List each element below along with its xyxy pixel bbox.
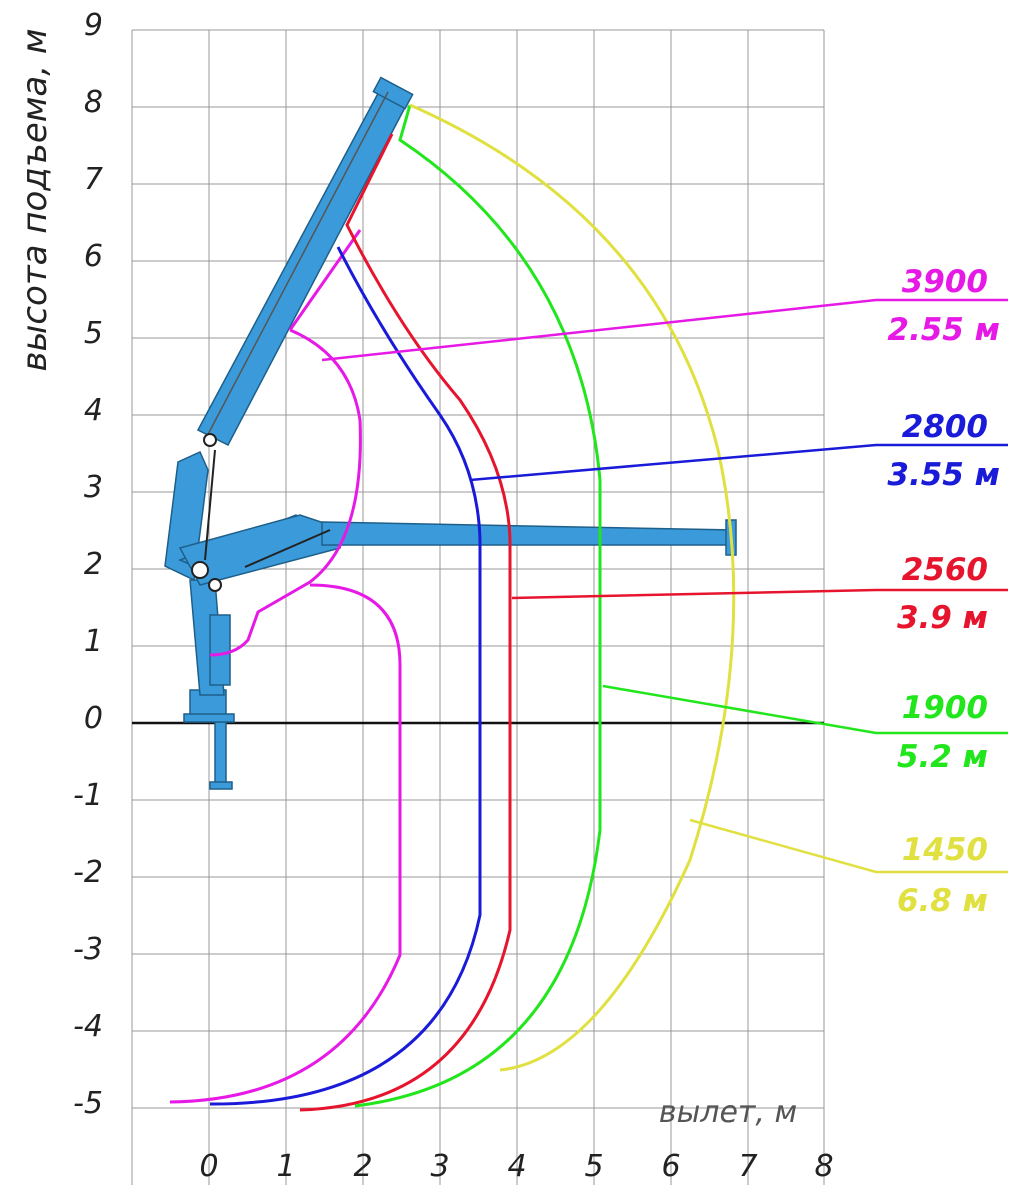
y-tick: 0 <box>84 701 103 736</box>
x-tick-labels: 0 1 2 3 4 5 6 7 8 <box>199 1149 833 1184</box>
y-tick: -4 <box>73 1009 103 1044</box>
pivot-joint <box>191 561 209 579</box>
x-tick: 6 <box>661 1149 680 1184</box>
pivot-joint <box>203 433 217 447</box>
y-tick: 8 <box>84 85 103 120</box>
envelope-3900 <box>169 229 402 1104</box>
y-tick: 7 <box>84 162 103 197</box>
leader-line-2800 <box>469 443 1008 482</box>
load-label-3900: 3900 <box>902 264 988 300</box>
reach-label-2.55: 2.55 м <box>887 312 1000 348</box>
x-tick: 3 <box>430 1149 449 1184</box>
leader-line-1900 <box>602 684 1008 735</box>
y-tick: -1 <box>73 778 103 813</box>
x-tick: 7 <box>738 1149 757 1184</box>
horizontal-boom <box>321 521 736 546</box>
y-tick: 2 <box>84 547 103 582</box>
y-tick-labels: 9 8 7 6 5 4 3 2 1 0 -1 -2 -3 -4 -5 <box>73 8 103 1121</box>
y-tick: 9 <box>84 8 103 43</box>
load-label-1450: 1450 <box>902 832 988 868</box>
crane-silhouette <box>164 76 737 790</box>
pivot-joint <box>208 578 222 592</box>
leader-line-2560 <box>511 588 1008 600</box>
leader-line-3900 <box>321 298 1008 362</box>
load-label-2560: 2560 <box>902 552 988 588</box>
leader-line-1450 <box>689 818 1008 874</box>
reach-label-6.8: 6.8 м <box>897 883 988 919</box>
y-tick: -2 <box>73 855 103 890</box>
reach-label-3.9: 3.9 м <box>897 600 988 636</box>
x-tick: 1 <box>276 1149 295 1184</box>
y-tick: -5 <box>73 1086 103 1121</box>
hydraulic-line <box>244 529 331 568</box>
x-tick: 8 <box>814 1149 833 1184</box>
boom-rod <box>204 91 389 441</box>
y-tick: 4 <box>84 393 103 428</box>
y-axis-title: высота подъема, м <box>15 28 55 371</box>
envelope-2560 <box>299 133 512 1112</box>
y-tick: 1 <box>84 624 103 659</box>
capacity-labels: 3900 2.55 м 2800 3.55 м 2560 3.9 м 1900 … <box>887 264 1000 919</box>
boom-head <box>372 76 414 110</box>
y-tick: 3 <box>84 470 103 505</box>
envelope-1900 <box>354 104 602 1108</box>
y-tick: 5 <box>84 316 103 351</box>
y-tick: -3 <box>73 932 103 967</box>
load-label-1900: 1900 <box>902 690 988 726</box>
column-cylinder <box>209 614 231 686</box>
x-tick: 0 <box>199 1149 218 1184</box>
x-tick: 5 <box>584 1149 603 1184</box>
outrigger-leg <box>214 721 227 785</box>
reach-label-5.2: 5.2 м <box>897 739 988 775</box>
load-label-2800: 2800 <box>902 409 988 445</box>
base-plate <box>183 713 235 723</box>
reach-label-3.55: 3.55 м <box>887 457 1000 493</box>
grid <box>131 29 825 1185</box>
x-tick: 4 <box>507 1149 526 1184</box>
hydraulic-line <box>204 449 216 561</box>
envelope-1450 <box>409 103 736 1072</box>
y-tick: 6 <box>84 239 103 274</box>
x-tick: 2 <box>353 1149 372 1184</box>
x-axis-title: вылет, м <box>659 1095 797 1130</box>
outrigger-foot <box>209 781 233 790</box>
envelope-2800 <box>209 246 482 1106</box>
